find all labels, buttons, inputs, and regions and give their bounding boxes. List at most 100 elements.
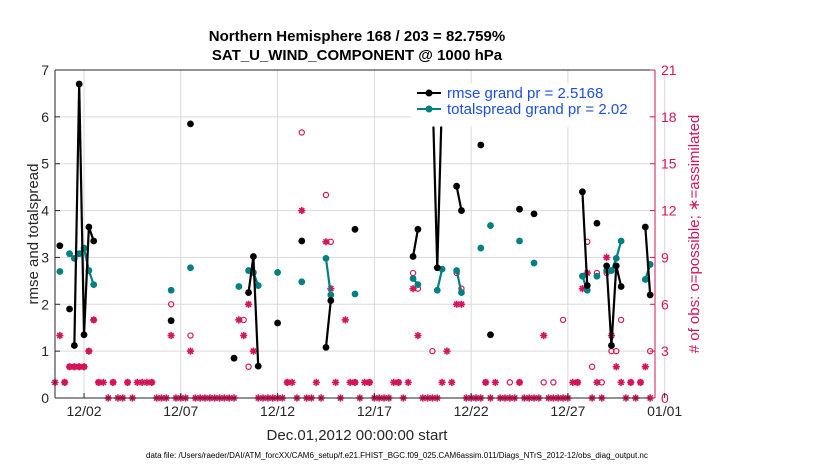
x-tick-label: 12/12 [260,403,295,419]
y2-tick-label: 3 [661,343,669,359]
obs-assimilated-stroke [143,379,151,386]
obs-assimilated-marker [244,300,253,308]
obs-possible-marker [245,363,252,370]
obs-assimilated-stroke [100,379,107,386]
rmse-point [433,264,441,272]
y2-tick-label: 21 [661,62,677,78]
rmse-point [351,225,359,233]
rmse-point [458,207,465,214]
legend-box [411,83,649,127]
obs-assimilated-marker [612,363,620,371]
y2-tick-label: 15 [661,156,677,172]
spread-point [617,237,625,245]
obs-assimilated-marker [288,378,296,386]
spread-point [487,222,494,229]
obs-assimilated-stroke [148,379,155,386]
spread-point [608,267,615,274]
obs-assimilated-stroke [240,332,247,339]
obs-assimilated-stroke [453,301,460,308]
obs-assimilated-stroke [235,316,242,324]
obs-assimilated-stroke [618,379,625,386]
spread-point [477,244,485,252]
spread-point [56,268,64,275]
obs-possible-marker [559,316,567,324]
rmse-point [56,242,64,250]
obs-assimilated-marker [312,378,320,386]
obs-assimilated-marker [482,378,490,386]
spread-point [641,276,649,283]
obs-assimilated-stroke [443,348,451,355]
legend-spread-marker [425,105,433,113]
legend-rmse-label: rmse grand pr = 2.5168 [447,85,603,102]
obs-assimilated-marker [365,378,374,386]
obs-assimilated-stroke [347,379,354,386]
spread-point [274,269,281,276]
obs-assimilated-marker [414,331,422,340]
obs-assimilated-stroke [627,379,634,386]
obs-assimilated-marker [569,378,577,386]
obs-assimilated-stroke [284,379,291,386]
obs-assimilated-marker [249,347,257,355]
x-tick-label: 12/02 [67,403,102,419]
rmse-point [593,219,601,227]
obs-assimilated-stroke [593,379,601,386]
obs-assimilated-stroke [448,379,455,386]
rmse-line [605,264,623,347]
obs-assimilated-stroke [168,332,175,339]
spread-point [433,286,441,294]
obs-assimilated-marker [540,331,548,340]
obs-assimilated-stroke [245,301,252,308]
spread-point [254,282,262,289]
axes: 0123456703691215182112/0212/0712/1212/17… [41,62,682,419]
obs-assimilated-marker [409,285,417,293]
rmse-point [249,253,257,260]
rmse-point [603,262,611,270]
chart-title: Northern Hemisphere 168 / 203 = 82.759% [209,28,505,45]
spread-point [409,275,417,282]
rmse-line [581,191,589,286]
obs-possible-marker [322,191,330,199]
obs-assimilated-stroke [574,379,581,386]
x-axis-label: Dec.01,2012 00:00:00 start [267,427,449,444]
obs-assimilated-stroke [613,363,620,370]
obs-assimilated-stroke [409,285,417,292]
rmse-point [409,253,417,260]
obs-assimilated-marker [298,206,306,215]
y2-axis-label: # of obs: o=possible; ∗=assimilated [686,115,703,354]
obs-assimilated-marker [404,378,412,386]
rmse-point [230,354,238,362]
obs-assimilated-stroke [56,332,63,339]
obs-assimilated-stroke [76,363,83,370]
rmse-line [644,226,652,295]
spread-point [322,254,330,262]
obs-assimilated-marker [90,316,98,324]
chart-subtitle: SAT_U_WIND_COMPONENT @ 1000 hPa [212,47,503,64]
obs-possible-marker [588,363,596,370]
obs-assimilated-marker [617,378,625,386]
spread-point [187,264,194,272]
obs-assimilated-marker [61,378,69,386]
rmse-point [187,120,194,128]
obs-assimilated-stroke [351,379,359,386]
spread-point [458,289,465,296]
rmse-point [80,331,88,339]
rmse-point [75,80,83,88]
rmse-point [66,305,73,313]
spread-point [327,291,335,299]
rmse-point [245,289,252,296]
obs-assimilated-marker [641,363,649,371]
obs-possible-marker [298,129,305,136]
rmse-point [414,225,422,233]
obs-assimilated-stroke [540,332,547,339]
obs-assimilated-marker [438,378,446,386]
y-tick-label: 1 [41,343,49,359]
rmse-point [70,342,78,349]
obs-assimilated-marker [457,300,466,308]
rmse-line [324,300,332,348]
obs-assimilated-stroke [187,348,194,355]
legend: rmse grand pr = 2.5168 totalspread grand… [411,83,649,127]
spread-point [351,290,359,298]
rmse-point [487,331,494,339]
obs-assimilated-stroke [124,379,131,386]
